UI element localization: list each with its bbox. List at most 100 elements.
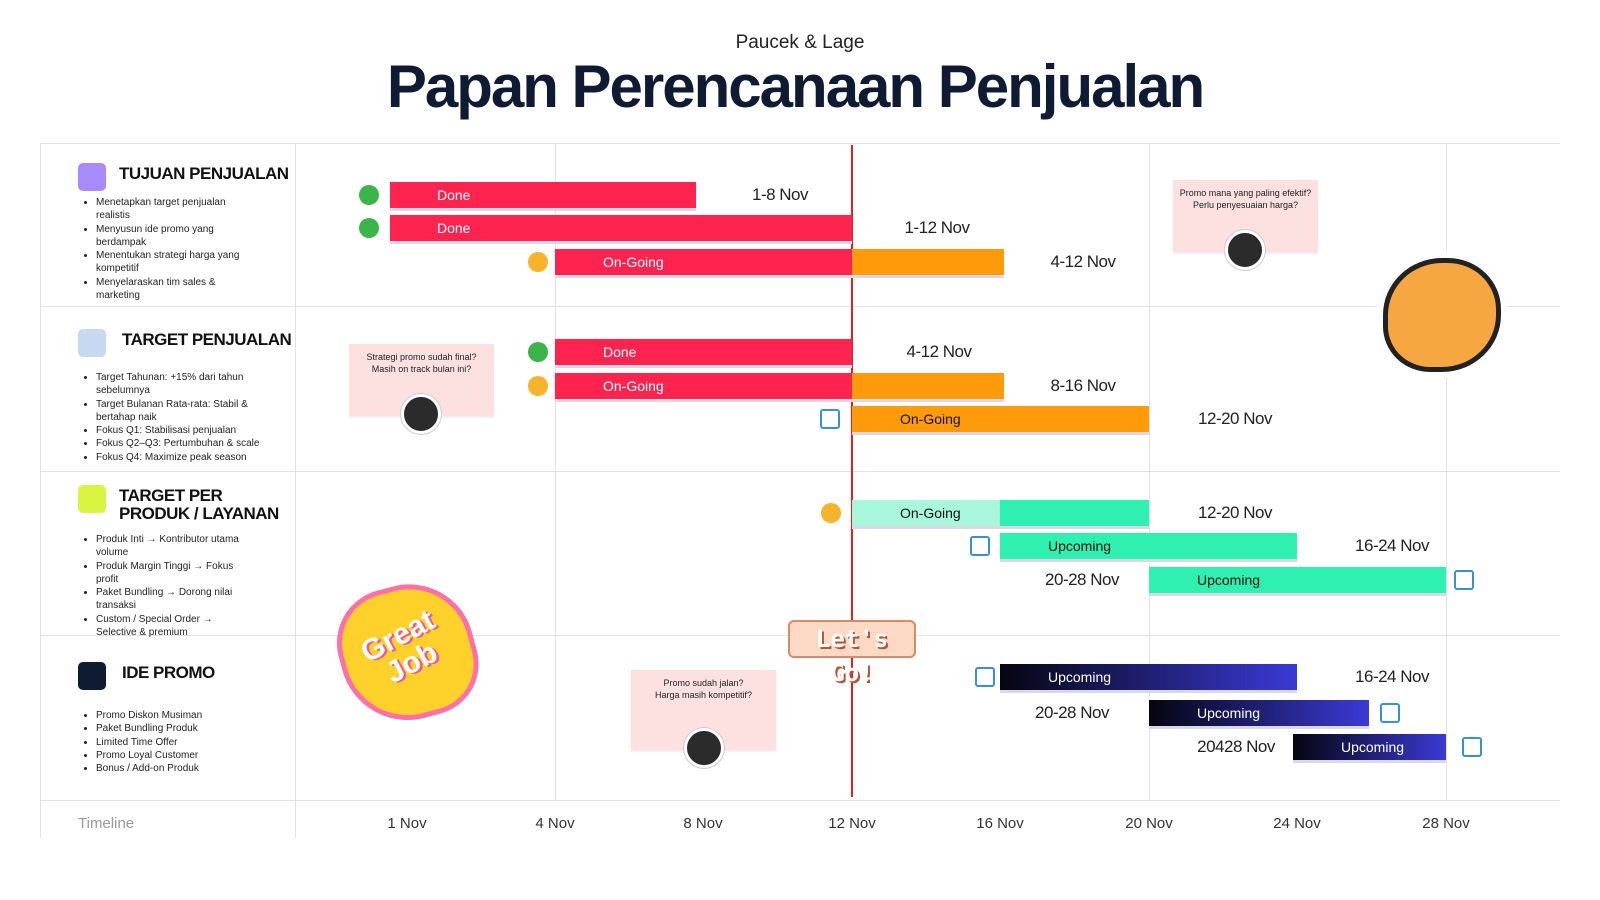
task-range: 16-24 Nov	[1355, 667, 1429, 686]
task-status: Upcoming	[1048, 538, 1112, 554]
grid-line	[555, 143, 556, 800]
section-title: TUJUAN PENJUALAN	[119, 164, 289, 183]
item: Produk Inti → Kontributor utama volume	[96, 533, 256, 560]
task-icon	[359, 185, 379, 205]
note-line: Promo mana yang paling efektif?	[1179, 188, 1312, 198]
item-list: Target Tahunan: +15% dari tahun sebelumn…	[80, 371, 271, 464]
col-line	[40, 143, 41, 838]
item-list: Menetapkan target penjualan realistisMen…	[80, 196, 256, 302]
note-line: Perlu penyesuaian harga?	[1192, 199, 1299, 210]
task-status: Upcoming	[1341, 739, 1405, 755]
note-line: Harga masih kompetitif?	[654, 689, 753, 700]
timeline-tick: 12 Nov	[828, 815, 876, 832]
task-range: 1-8 Nov	[751, 185, 809, 204]
task-bar-extension	[1000, 500, 1149, 526]
section-icon	[78, 163, 106, 191]
item: Menetapkan target penjualan realistis	[96, 196, 256, 223]
task-status: Upcoming	[1048, 669, 1112, 685]
item: Limited Time Offer	[96, 736, 256, 749]
task-icon	[1380, 703, 1400, 723]
task-range: 20428 Nov	[1197, 737, 1275, 756]
task-status: On-Going	[900, 411, 961, 427]
task-bar	[1000, 664, 1297, 690]
task-range: 20-28 Nov	[1045, 570, 1119, 589]
task-status: Done	[603, 344, 637, 360]
timeline-tick: 20 Nov	[1125, 815, 1173, 832]
grid-line	[1446, 143, 1447, 800]
subtitle: Paucek & Lage	[735, 32, 865, 53]
item: Bonus / Add-on Produk	[96, 762, 256, 775]
item: Promo Diskon Musiman	[96, 709, 256, 722]
item: Fokus Q1: Stabilisasi penjualan	[96, 424, 271, 437]
task-status: On-Going	[900, 505, 961, 521]
avatar	[684, 728, 724, 768]
row-line	[40, 471, 1560, 472]
section-icon	[78, 662, 106, 690]
note-line: Masih on track bulan ini?	[371, 363, 472, 374]
task-icon	[970, 536, 990, 556]
item-list: Promo Diskon MusimanPaket Bundling Produ…	[80, 709, 256, 775]
task-bar	[390, 182, 696, 208]
task-range: 4-12 Nov	[1050, 252, 1116, 271]
note-line: Strategi promo sudah final?	[366, 352, 477, 362]
item: Menyusun ide promo yang berdampak	[96, 223, 256, 250]
row-line	[40, 800, 1560, 801]
task-bar	[1149, 700, 1369, 726]
item: Paket Bundling Produk	[96, 722, 256, 735]
task-icon	[1462, 737, 1482, 757]
task-bar	[1000, 533, 1297, 559]
col-line	[295, 143, 296, 838]
task-status: Done	[437, 187, 471, 203]
item: Target Tahunan: +15% dari tahun sebelumn…	[96, 371, 271, 398]
item-list: Produk Inti → Kontributor utama volumePr…	[80, 533, 256, 639]
note-line: Promo sudah jalan?	[663, 678, 744, 688]
section-title: IDE PROMO	[122, 663, 215, 682]
timeline-tick: 28 Nov	[1422, 815, 1470, 832]
section-icon	[78, 485, 106, 513]
row-line	[40, 306, 1560, 307]
task-icon	[528, 252, 548, 272]
task-bar-extension	[852, 249, 1004, 275]
task-bar	[555, 339, 852, 365]
task-range: 4-12 Nov	[906, 342, 972, 361]
task-icon	[528, 342, 548, 362]
task-range: 1-12 Nov	[904, 218, 970, 237]
timeline-tick: 4 Nov	[535, 815, 575, 832]
title: Papan Perencanaan Penjualan	[386, 53, 1205, 120]
avatar	[1225, 230, 1265, 270]
item: Menentukan strategi harga yang kompetiti…	[96, 249, 256, 276]
item: Promo Loyal Customer	[96, 749, 256, 762]
task-status: On-Going	[603, 254, 664, 270]
hand-sticker	[1383, 258, 1501, 372]
task-icon	[820, 409, 840, 429]
row-line	[40, 143, 1560, 144]
task-status: Done	[437, 220, 471, 236]
task-icon	[821, 503, 841, 523]
timeline-tick: 24 Nov	[1273, 815, 1321, 832]
lets-go-sticker: Let's Go!	[788, 620, 916, 687]
task-bar	[852, 500, 1000, 526]
item: Paket Bundling → Dorong nilai transaksi	[96, 586, 256, 613]
timeline-tick: 16 Nov	[976, 815, 1024, 832]
today-line	[851, 145, 853, 797]
item: Fokus Q4: Maximize peak season	[96, 451, 271, 464]
task-icon	[359, 218, 379, 238]
section-title: TARGET PER PRODUK / LAYANAN	[119, 486, 279, 523]
task-bar	[1149, 567, 1446, 593]
task-icon	[975, 667, 995, 687]
task-bar	[555, 249, 852, 275]
item: Produk Margin Tinggi → Fokus profit	[96, 560, 256, 587]
task-icon	[1454, 570, 1474, 590]
task-bar	[852, 406, 1149, 432]
item: Target Bulanan Rata-rata: Stabil & berta…	[96, 398, 271, 425]
avatar	[401, 394, 441, 434]
task-icon	[528, 376, 548, 396]
task-bar	[390, 215, 852, 241]
item: Menyelaraskan tim sales & marketing	[96, 276, 256, 303]
task-range: 8-16 Nov	[1050, 376, 1116, 395]
task-range: 16-24 Nov	[1355, 536, 1429, 555]
task-bar	[555, 373, 852, 399]
item: Custom / Special Order → Selective & pre…	[96, 613, 256, 640]
task-status: Upcoming	[1197, 705, 1261, 721]
